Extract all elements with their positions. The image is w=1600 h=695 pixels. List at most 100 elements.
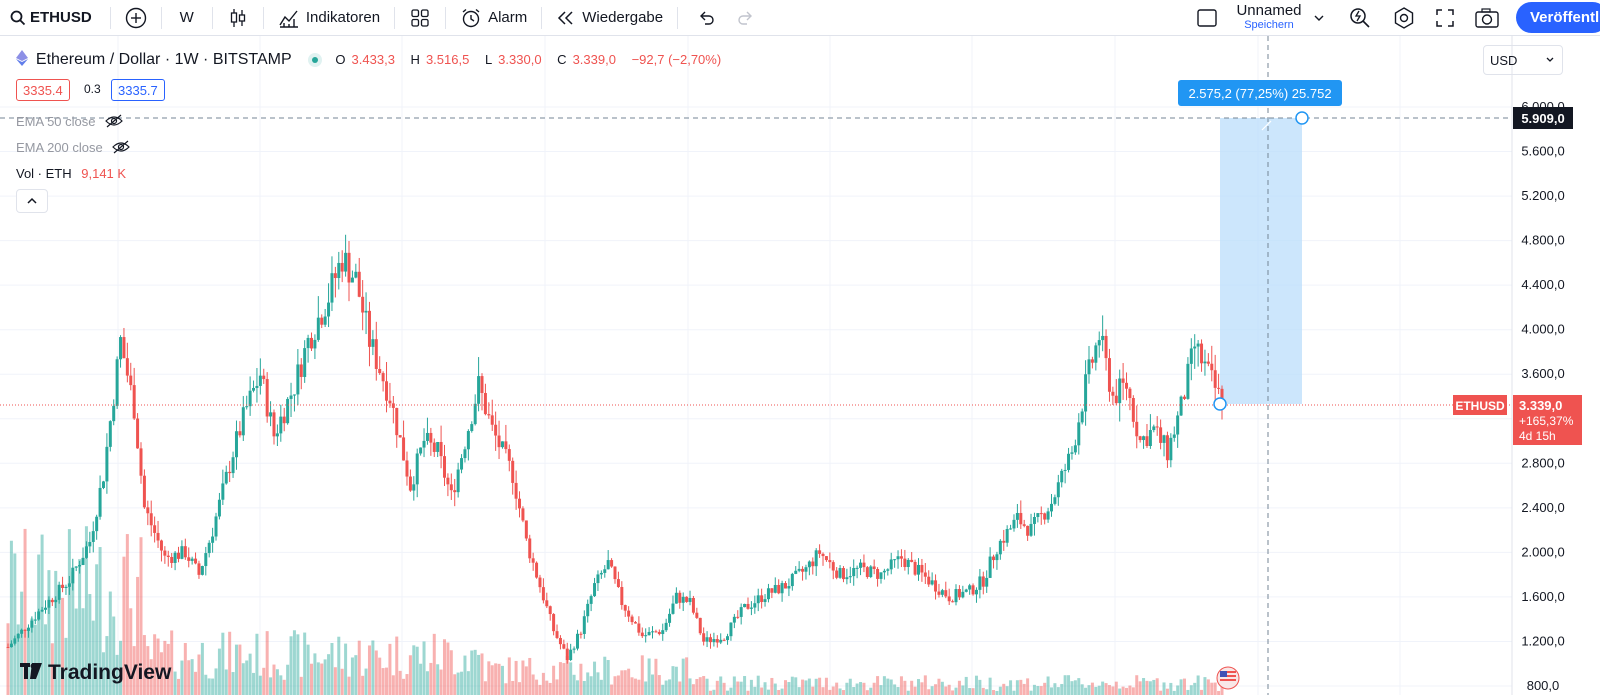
candle-body <box>371 339 375 347</box>
measure-end-handle[interactable] <box>1295 111 1309 125</box>
volume-bar <box>456 672 460 695</box>
volume-bar <box>347 676 351 695</box>
measure-start-handle[interactable] <box>1213 397 1227 411</box>
volume-bar <box>74 608 78 695</box>
candle-body <box>1104 335 1108 359</box>
layout-name-button[interactable]: Unnamed Speichern <box>1226 2 1312 32</box>
crosshair-cursor <box>1261 120 1272 131</box>
volume-bar <box>749 679 753 695</box>
sell-price-button[interactable]: 3335.4 <box>16 79 70 101</box>
candle-body <box>828 560 832 563</box>
candle-body <box>395 407 399 436</box>
candle-body <box>122 337 126 359</box>
quick-search-button[interactable] <box>1348 0 1372 36</box>
ema200-legend[interactable]: EMA 200 close <box>16 140 131 157</box>
volume-bar <box>422 641 426 695</box>
volume-legend[interactable]: Vol · ETH 9,141 K <box>16 166 127 181</box>
candle-body <box>586 603 590 617</box>
volume-bar <box>524 666 528 695</box>
settings-button[interactable] <box>1392 0 1416 36</box>
replay-button[interactable]: Wiedergabe <box>556 0 663 36</box>
volume-bar <box>814 678 818 695</box>
eye-off-icon[interactable] <box>112 140 131 157</box>
publish-button[interactable]: Veröffentli <box>1516 2 1600 33</box>
volume-bar <box>773 683 777 695</box>
redo-icon <box>738 11 753 25</box>
symbol-search-button[interactable]: ETHUSD <box>10 0 92 36</box>
candle-body <box>893 559 897 561</box>
volume-bar <box>40 534 44 695</box>
candle-body <box>518 498 522 509</box>
currency-select[interactable]: USD <box>1483 45 1563 75</box>
candle-body <box>456 469 460 493</box>
volume-bar <box>835 682 839 695</box>
buy-price-button[interactable]: 3335.7 <box>111 79 165 101</box>
candle-body <box>170 556 174 563</box>
volume-bar <box>1176 685 1180 695</box>
volume-bar <box>981 687 985 695</box>
volume-bar <box>824 677 828 695</box>
snapshot-button[interactable] <box>1474 0 1500 36</box>
candle-body <box>930 580 934 585</box>
volume-bar <box>105 636 109 695</box>
candle-body <box>726 636 730 641</box>
candle-body <box>398 435 402 438</box>
candle-body <box>719 639 723 643</box>
candle-body <box>146 507 150 514</box>
candle-body <box>156 532 160 541</box>
candle-body <box>1087 359 1091 375</box>
volume-bar <box>91 620 95 695</box>
compare-symbol-button[interactable] <box>125 0 147 36</box>
alert-button[interactable]: Alarm <box>460 0 527 36</box>
candle-body <box>224 471 228 484</box>
legend-title[interactable]: Ethereum / Dollar · 1W · BITSTAMP <box>35 50 292 68</box>
volume-bar <box>1220 685 1224 695</box>
ema50-legend[interactable]: EMA 50 close <box>16 114 123 131</box>
volume-bar <box>934 684 938 695</box>
templates-button[interactable] <box>409 0 431 36</box>
volume-bar <box>1097 685 1101 695</box>
candle-body <box>490 415 494 425</box>
candle-body <box>1152 426 1156 431</box>
candle-body <box>841 568 845 580</box>
candle-body <box>30 620 34 628</box>
redo-button[interactable] <box>736 0 756 36</box>
volume-bar <box>1131 687 1135 695</box>
volume-bar <box>20 591 24 695</box>
price-chart[interactable]: 2.575,2 (77,25%) 25.752 6.000,05.600,05.… <box>0 36 1600 695</box>
candle-body <box>708 637 712 643</box>
fullscreen-button[interactable] <box>1434 0 1456 36</box>
candle-body <box>197 563 201 575</box>
collapse-legend-button[interactable] <box>16 189 48 213</box>
candle-body <box>504 441 508 450</box>
undo-button[interactable] <box>696 0 716 36</box>
candle-body <box>1206 361 1210 364</box>
volume-bar <box>1090 682 1094 695</box>
volume-bar <box>572 674 576 695</box>
candle-body <box>732 616 736 623</box>
layout-menu-button[interactable] <box>1312 0 1326 36</box>
volume-bar <box>681 658 685 695</box>
indicators-button[interactable]: Indikatoren <box>278 0 380 36</box>
volume-bar <box>330 643 334 695</box>
candle-body <box>934 580 938 592</box>
volume-bar <box>26 630 30 695</box>
candle-body <box>681 596 685 603</box>
candle-body <box>374 339 378 369</box>
candle-body <box>190 558 194 561</box>
volume-bar <box>913 686 917 695</box>
volume-bar <box>961 685 965 695</box>
symbol-tag-box <box>1453 395 1507 415</box>
eye-off-icon[interactable] <box>105 114 123 131</box>
multi-layout-button[interactable] <box>1196 0 1218 36</box>
candle-body <box>303 348 307 377</box>
volume-bar <box>1094 686 1098 695</box>
candle-body <box>54 599 58 603</box>
chart-type-button[interactable] <box>227 0 249 36</box>
volume-bar <box>1155 678 1159 695</box>
candle-body <box>88 541 92 547</box>
candle-body <box>323 316 327 325</box>
economic-events-flag-icon[interactable] <box>1216 666 1240 690</box>
volume-bar <box>439 669 443 695</box>
interval-button[interactable]: W <box>180 0 194 36</box>
